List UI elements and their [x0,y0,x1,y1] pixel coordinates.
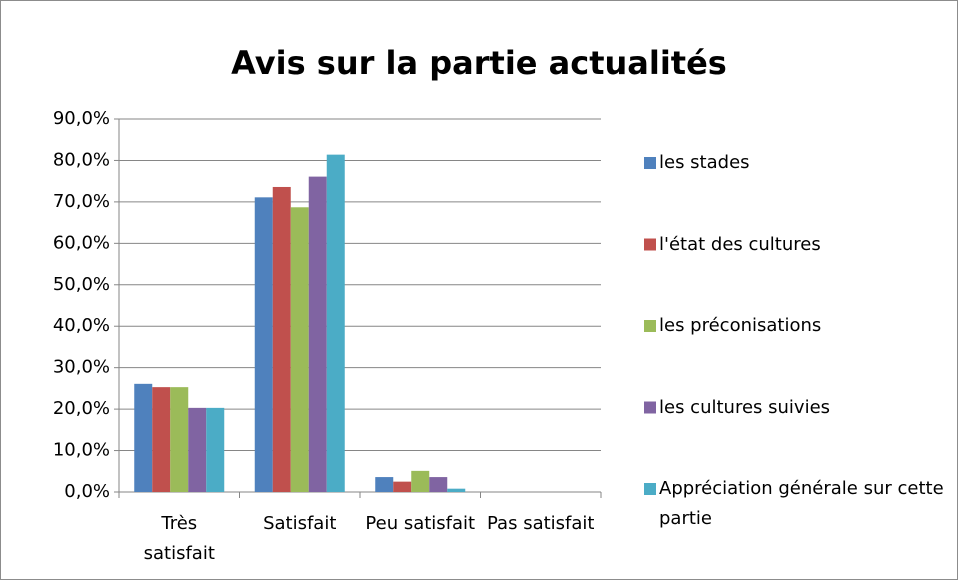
x-tick-label: Pas satisfait [487,513,595,534]
bar [134,383,153,492]
bar [393,481,412,492]
y-tick-label: 80,0% [53,149,110,170]
y-tick-label: 70,0% [53,191,110,212]
legend-label: les cultures suivies [659,396,831,418]
bar [447,488,466,492]
x-tick-label: Peu satisfait [365,513,476,534]
bar [429,477,448,492]
bar [152,387,171,492]
legend-label: les préconisations [659,315,822,336]
legend-swatch [644,483,656,495]
legend-label: Appréciation générale sur cette partie [659,478,944,529]
bar [272,186,291,493]
x-tick-label: Satisfait [263,513,337,534]
bar [308,176,327,492]
bar [170,387,189,492]
y-tick-label: 90,0% [53,108,110,129]
y-tick-label: 20,0% [53,398,110,419]
bar [411,470,430,492]
bar [290,207,309,492]
legend-swatch [644,401,656,414]
legend-swatch [644,157,656,169]
y-tick-label: 0,0% [64,481,110,502]
y-tick-label: 50,0% [53,274,110,295]
y-tick-label: 30,0% [53,357,110,378]
x-tick-label: Très satisfait [143,513,215,564]
bar [206,407,225,492]
legend-label: les stades [659,152,750,173]
bar [375,477,394,492]
y-tick-label: 10,0% [53,440,110,461]
legend-label: l'état des cultures [659,233,821,255]
bar [326,154,345,493]
legend-swatch [644,238,656,251]
chart-title: Avis sur la partie actualités [231,44,727,82]
y-tick-label: 60,0% [53,232,110,253]
y-tick-label: 40,0% [53,315,110,336]
legend-swatch [644,320,656,332]
bar [188,407,207,492]
bar [254,197,273,492]
